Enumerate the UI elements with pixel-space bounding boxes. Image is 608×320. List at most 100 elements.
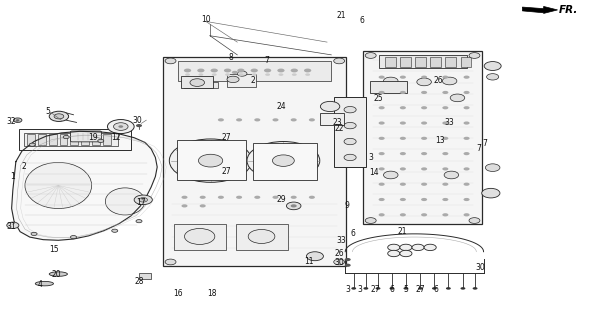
Circle shape	[7, 222, 19, 228]
Circle shape	[184, 228, 215, 244]
Circle shape	[463, 167, 469, 171]
Circle shape	[442, 152, 448, 155]
Bar	[24, 133, 118, 146]
Ellipse shape	[49, 272, 67, 276]
Bar	[174, 224, 226, 250]
Circle shape	[400, 244, 412, 251]
Text: 2: 2	[250, 76, 255, 85]
Circle shape	[247, 141, 320, 180]
Text: 7: 7	[476, 144, 481, 153]
Circle shape	[379, 106, 385, 109]
Text: 3: 3	[358, 285, 362, 294]
Text: 20: 20	[52, 269, 61, 279]
Text: 13: 13	[436, 136, 445, 145]
Circle shape	[185, 73, 190, 76]
Bar	[460, 57, 471, 67]
Text: 5: 5	[46, 107, 50, 116]
Circle shape	[225, 73, 230, 76]
Bar	[400, 57, 411, 67]
Bar	[364, 51, 482, 224]
Text: 5: 5	[404, 285, 409, 294]
Circle shape	[400, 106, 406, 109]
Bar	[184, 82, 218, 88]
Circle shape	[463, 152, 469, 155]
Text: 30: 30	[133, 116, 142, 125]
Bar	[176, 140, 246, 180]
Text: 28: 28	[134, 277, 143, 286]
Circle shape	[309, 196, 315, 199]
Circle shape	[469, 218, 480, 223]
Circle shape	[424, 244, 437, 251]
Bar	[320, 114, 344, 124]
Circle shape	[379, 198, 385, 201]
Text: 30: 30	[475, 263, 485, 272]
Circle shape	[272, 196, 278, 199]
Circle shape	[291, 68, 298, 72]
Bar	[139, 273, 151, 278]
Circle shape	[286, 202, 301, 210]
Circle shape	[199, 204, 206, 207]
Circle shape	[384, 171, 398, 179]
Text: 7: 7	[482, 139, 487, 148]
Circle shape	[344, 154, 356, 161]
Circle shape	[379, 122, 385, 124]
Text: 18: 18	[207, 289, 216, 298]
Bar	[92, 134, 100, 145]
Ellipse shape	[25, 162, 92, 209]
Circle shape	[469, 52, 480, 58]
Circle shape	[309, 118, 315, 122]
Circle shape	[254, 196, 260, 199]
Text: 3: 3	[346, 285, 351, 294]
Circle shape	[379, 167, 385, 171]
Circle shape	[71, 236, 77, 239]
Circle shape	[98, 139, 104, 142]
Circle shape	[379, 213, 385, 216]
Bar	[81, 134, 89, 145]
Circle shape	[119, 125, 123, 128]
Circle shape	[272, 155, 294, 166]
Circle shape	[485, 164, 500, 172]
Circle shape	[218, 118, 224, 122]
Circle shape	[421, 122, 427, 124]
Circle shape	[190, 79, 204, 86]
Circle shape	[232, 71, 238, 74]
Circle shape	[136, 124, 142, 127]
Text: 2: 2	[21, 162, 26, 171]
Circle shape	[272, 118, 278, 122]
Bar	[164, 57, 347, 266]
Text: 9: 9	[344, 201, 349, 210]
Circle shape	[379, 137, 385, 140]
Circle shape	[134, 195, 153, 204]
Circle shape	[421, 167, 427, 171]
Circle shape	[364, 287, 368, 290]
Circle shape	[291, 196, 297, 199]
Circle shape	[417, 78, 432, 86]
Circle shape	[379, 91, 385, 94]
Text: 6: 6	[350, 229, 355, 238]
Circle shape	[442, 167, 448, 171]
Bar	[60, 134, 67, 145]
Circle shape	[181, 196, 187, 199]
Circle shape	[250, 68, 258, 72]
Text: 6: 6	[359, 16, 364, 25]
Circle shape	[421, 198, 427, 201]
Circle shape	[444, 171, 458, 179]
Text: 22: 22	[334, 124, 344, 133]
Ellipse shape	[105, 188, 145, 215]
Text: 33: 33	[444, 118, 454, 127]
Circle shape	[345, 258, 351, 261]
Text: 6: 6	[434, 285, 439, 294]
Circle shape	[63, 135, 69, 139]
Circle shape	[320, 101, 340, 112]
Circle shape	[384, 77, 398, 85]
Circle shape	[29, 143, 35, 146]
Circle shape	[165, 58, 176, 64]
Circle shape	[442, 76, 448, 79]
Circle shape	[472, 287, 477, 290]
Bar	[27, 134, 35, 145]
Circle shape	[421, 183, 427, 186]
Circle shape	[238, 73, 243, 76]
Text: 3: 3	[368, 153, 373, 162]
Text: 1: 1	[10, 172, 15, 181]
FancyBboxPatch shape	[71, 131, 102, 142]
